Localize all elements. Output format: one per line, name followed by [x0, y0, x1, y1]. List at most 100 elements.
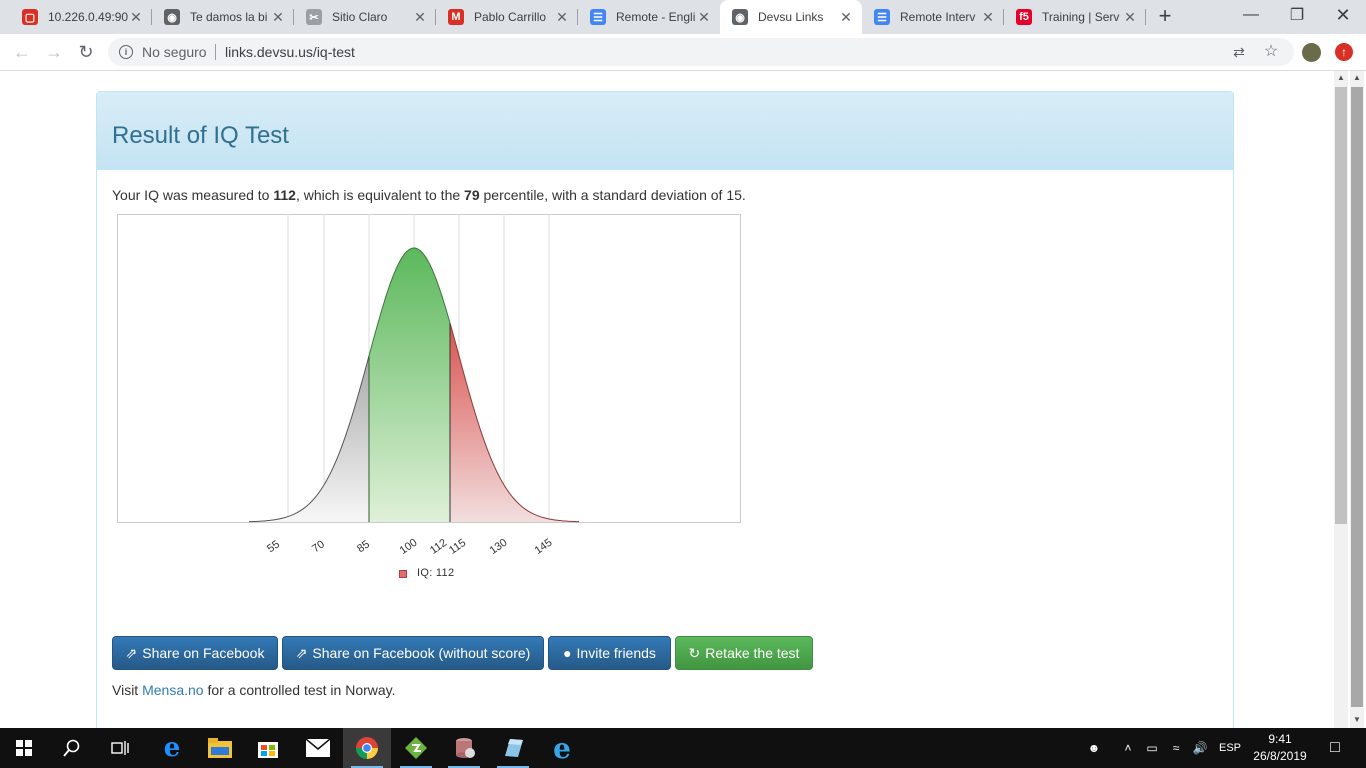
close-tab-icon[interactable]: ✕	[1124, 8, 1136, 25]
tab-title: Te damos la bi	[190, 10, 268, 24]
tab-4[interactable]: M Pablo Carrillo ✕	[436, 0, 578, 34]
maximize-button[interactable]: ❐	[1289, 7, 1305, 24]
mensa-link[interactable]: Mensa.no	[142, 682, 204, 698]
clock-date: 26/8/2019	[1253, 749, 1307, 763]
tab-3[interactable]: ✂ Sitio Claro ✕	[294, 0, 436, 34]
invite-friends-label: Invite friends	[576, 645, 656, 661]
update-icon[interactable]: ↑	[1335, 43, 1353, 61]
url-text[interactable]: links.devsu.us/iq-test	[225, 44, 355, 60]
tab-2[interactable]: ◉ Te damos la bi ✕	[152, 0, 294, 34]
share-icon: ⇗	[295, 644, 308, 661]
page-title: Result of IQ Test	[112, 122, 289, 149]
tab-title: Remote Interv	[900, 10, 976, 24]
invite-friends-button[interactable]: ● Invite friends	[548, 636, 671, 670]
result-mid: , which is equivalent to the	[295, 187, 465, 203]
close-tab-icon[interactable]: ✕	[272, 8, 284, 25]
system-clock[interactable]: 9:41 26/8/2019	[1244, 731, 1316, 765]
taskbar-app-db[interactable]	[440, 728, 488, 768]
windows-taskbar: e e ☻ ˄ ▭ ≈ 🔊 ESP 9:41 26/8/2019 □	[0, 728, 1366, 768]
reload-button[interactable]: ↻	[78, 42, 94, 62]
close-tab-icon[interactable]: ✕	[982, 8, 994, 25]
retake-test-button[interactable]: ↻ Retake the test	[675, 636, 813, 670]
task-view-icon	[111, 741, 129, 755]
show-hidden-icons-button[interactable]: ˄	[1124, 741, 1132, 755]
tab-1[interactable]: ▢ 10.226.0.49:90 ✕	[10, 0, 152, 34]
taskbar-app-green[interactable]	[392, 728, 440, 768]
address-bar[interactable]: i No seguro links.devsu.us/iq-test ⇄ ☆	[108, 38, 1294, 66]
scrollbar-track[interactable]: ▲	[1334, 71, 1348, 728]
notification-center-icon[interactable]: □	[1330, 739, 1340, 756]
close-tab-icon[interactable]: ✕	[414, 8, 426, 25]
tab-title: Devsu Links	[758, 10, 824, 24]
internet-explorer-icon: e	[553, 731, 571, 765]
search-button[interactable]	[48, 728, 96, 768]
browser-tab-strip: ▢ 10.226.0.49:90 ✕ ◉ Te damos la bi ✕ ✂ Sitio C…	[0, 0, 1366, 34]
scroll-up-arrow[interactable]: ▲	[1353, 73, 1361, 82]
close-tab-icon[interactable]: ✕	[556, 8, 568, 25]
taskbar-mail[interactable]	[294, 728, 342, 768]
close-tab-icon[interactable]: ✕	[698, 8, 710, 25]
browser-toolbar: ← → ↻ i No seguro links.devsu.us/iq-test…	[0, 34, 1366, 71]
store-icon	[258, 742, 278, 758]
app-green-icon	[405, 737, 427, 759]
taskbar-edge[interactable]: e	[148, 728, 196, 768]
taskbar-file-explorer[interactable]	[196, 728, 244, 768]
x-tick-label: 130	[488, 537, 510, 557]
tab-7[interactable]: ☰ Remote Interv ✕	[862, 0, 1004, 34]
x-tick-label: 70	[310, 538, 327, 555]
profile-avatar[interactable]	[1302, 43, 1321, 62]
scroll-up-arrow[interactable]: ▲	[1337, 73, 1345, 82]
close-tab-icon[interactable]: ✕	[840, 8, 852, 25]
x-tick-label: 85	[355, 538, 372, 555]
info-icon[interactable]: i	[119, 45, 133, 59]
volume-icon[interactable]: 🔊	[1192, 741, 1208, 755]
close-window-button[interactable]: ✕	[1335, 4, 1351, 25]
x-tick-label: 100	[398, 537, 420, 557]
battery-icon[interactable]: ▭	[1146, 741, 1158, 755]
wifi-icon[interactable]: ≈	[1172, 741, 1180, 755]
share-facebook-label: Share on Facebook	[142, 645, 265, 661]
tab-title: Sitio Claro	[332, 10, 388, 24]
share-icon: ⇗	[125, 644, 138, 661]
tab-8[interactable]: f5 Training | Serv ✕	[1004, 0, 1146, 34]
browser-scrollbar-track[interactable]: ▲ ▼	[1350, 71, 1364, 728]
taskbar-chrome[interactable]	[343, 728, 391, 768]
x-tick-label: 145	[533, 537, 555, 557]
back-button[interactable]: ←	[13, 42, 31, 62]
mail-icon	[306, 739, 330, 757]
bookmark-star-icon[interactable]: ☆	[1263, 43, 1279, 60]
share-facebook-noscore-button[interactable]: ⇗ Share on Facebook (without score)	[282, 636, 544, 670]
start-button[interactable]	[0, 728, 48, 768]
forward-button[interactable]: →	[45, 42, 63, 62]
tab-6[interactable]: ◉ Devsu Links ✕	[720, 0, 862, 34]
retake-test-label: Retake the test	[705, 645, 800, 661]
close-tab-icon[interactable]: ✕	[130, 8, 142, 25]
legend-swatch	[399, 570, 407, 578]
page-scrollbar[interactable]: ▲ ▲ ▼	[1332, 71, 1366, 728]
distribution-region-3	[450, 323, 579, 522]
scroll-down-arrow[interactable]: ▼	[1353, 715, 1361, 724]
task-view-button[interactable]	[96, 728, 144, 768]
share-facebook-noscore-label: Share on Facebook (without score)	[312, 645, 531, 661]
tab-5[interactable]: ☰ Remote - Engli ✕	[578, 0, 720, 34]
taskbar-internet-explorer[interactable]: e	[538, 728, 586, 768]
scrollbar-thumb[interactable]	[1335, 87, 1347, 524]
minimize-button[interactable]: —	[1243, 6, 1259, 23]
language-indicator[interactable]: ESP	[1218, 742, 1241, 754]
people-icon[interactable]: ☻	[1087, 741, 1101, 755]
visit-mensa-text: Visit Mensa.no for a controlled test in …	[112, 682, 396, 698]
database-tools-icon	[456, 738, 475, 758]
tab-title: Training | Serv	[1042, 10, 1120, 24]
translate-icon[interactable]: ⇄	[1233, 44, 1245, 60]
taskbar-store[interactable]	[244, 728, 292, 768]
distribution-region-1	[249, 355, 369, 522]
percentile-value: 79	[464, 187, 480, 203]
share-facebook-button[interactable]: ⇗ Share on Facebook	[112, 636, 278, 670]
globe-icon: ◉	[732, 9, 748, 25]
taskbar-app-blue[interactable]	[489, 728, 537, 768]
new-tab-button[interactable]: +	[1158, 3, 1172, 28]
result-summary: Your IQ was measured to 112, which is eq…	[112, 187, 746, 203]
browser-scrollbar-thumb[interactable]	[1351, 87, 1363, 707]
user-icon: ●	[563, 645, 572, 661]
